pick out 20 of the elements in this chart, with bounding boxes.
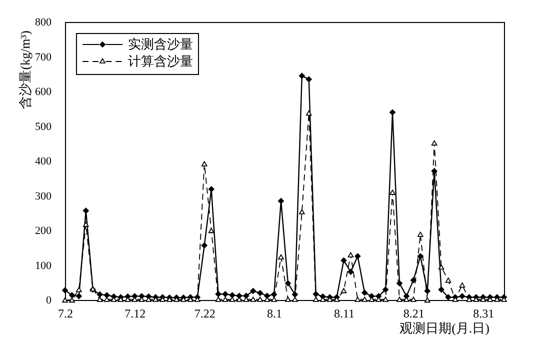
y-tick-label: 300 [35,190,52,202]
y-tick-label: 500 [35,120,52,133]
x-tick-label: 8.1 [267,306,282,320]
y-tick-label: 700 [35,51,52,64]
x-tick-label: 8.21 [403,306,424,320]
y-tick-label: 800 [35,16,52,28]
x-tick-label: 7.2 [58,306,73,320]
legend-label: 实测含沙量 [128,36,193,52]
x-axis-title: 观测日期(月.日) [400,320,490,336]
x-tick-label: 8.11 [334,306,355,320]
y-tick-label: 0 [46,294,52,306]
y-axis-title: 含沙量(kg/m³) [18,30,32,109]
y-tick-label: 200 [35,225,52,237]
x-tick-label: 7.12 [124,306,146,320]
x-tick-label: 8.31 [473,306,494,320]
y-tick-label: 600 [35,86,52,98]
legend-label: 计算含沙量 [128,54,193,68]
y-tick-label: 400 [35,156,52,168]
y-tick-label: 100 [35,260,52,272]
x-tick-label: 7.22 [194,306,216,320]
